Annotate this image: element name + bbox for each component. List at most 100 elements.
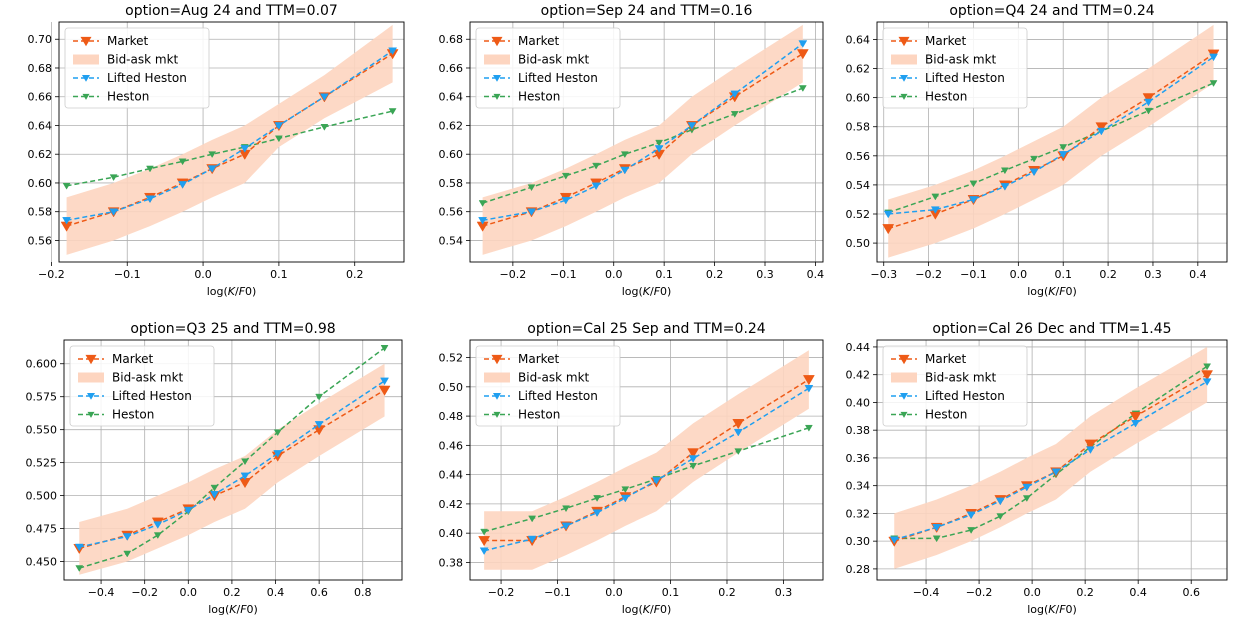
legend-label-bid-ask-mkt: Bid-ask mkt	[112, 371, 184, 385]
lifted-heston-point	[210, 491, 219, 499]
legend-box	[882, 345, 1028, 427]
x-axis-label: log(K/F0)	[1027, 603, 1077, 616]
plot-area	[478, 350, 815, 570]
market-point	[1084, 439, 1097, 450]
lifted-heston-point	[1058, 151, 1068, 159]
lifted-heston-point	[1209, 53, 1218, 62]
lifted-heston-point	[1000, 183, 1010, 191]
legend-marker-lifted-heston	[82, 75, 90, 82]
legend-label-bid-ask-mkt: Bid-ask mkt	[925, 53, 997, 67]
x-tick-label: −0.2	[38, 268, 65, 281]
market-point	[796, 49, 809, 60]
subplot-3: −0.3 −0.2 −0.1 0.0 0.1 0.2 0.3 0.4 0.50 0.52 0.54 0…	[846, 3, 1228, 298]
legend-swatch-bid-ask-mkt	[78, 372, 104, 383]
market-point	[478, 536, 491, 547]
lifted-heston-point	[995, 497, 1005, 506]
y-tick-label: 0.64	[846, 33, 871, 46]
y-tick-label: 0.68	[28, 62, 53, 75]
lifted-heston-point	[74, 543, 84, 552]
y-tick-label: 0.500	[26, 490, 58, 503]
y-tick-label: 0.56	[28, 234, 53, 247]
bid-ask-band	[484, 350, 809, 570]
x-tick-label: 0.4	[267, 586, 285, 599]
heston-point	[315, 393, 324, 401]
x-tick-label: −0.1	[544, 586, 571, 599]
x-tick-label: −0.2	[915, 268, 942, 281]
x-tick-label: 0.6	[310, 586, 328, 599]
market-point	[882, 224, 895, 235]
heston-point	[931, 193, 940, 201]
axes-frame	[469, 21, 824, 263]
legend-marker-lifted-heston	[900, 393, 908, 400]
lifted-heston-point	[109, 208, 119, 216]
y-tick-label: 0.54	[846, 179, 871, 192]
heston-point	[208, 151, 217, 159]
heston-point	[380, 345, 389, 352]
lifted-heston-point	[145, 195, 155, 204]
lifted-heston-point	[388, 47, 398, 56]
subplot-2: −0.2 −0.1 0.0 0.1 0.2 0.3 0.4 0.54 0.56 0.58 0.60 0…	[439, 3, 825, 298]
x-tick-label: −0.1	[960, 268, 987, 281]
x-tick-label: 0.2	[1099, 268, 1117, 281]
x-tick-label: 0.4	[1129, 586, 1147, 599]
legend-marker-heston	[493, 411, 501, 418]
legend-marker-heston	[900, 411, 908, 418]
lifted-heston-point	[889, 536, 899, 545]
x-tick-label: −0.4	[913, 586, 940, 599]
market-point	[687, 448, 700, 459]
plot-area	[888, 346, 1214, 569]
lifted-heston-point	[207, 165, 217, 173]
lifted-heston-point	[62, 217, 72, 225]
lifted-heston-line	[894, 380, 1208, 541]
axes-frame	[63, 339, 403, 581]
heston-point	[274, 135, 283, 143]
lifted-heston-point	[804, 385, 814, 393]
lifted-heston-point	[153, 521, 163, 529]
heston-point	[804, 424, 813, 432]
legend-label-bid-ask-mkt: Bid-ask mkt	[518, 371, 590, 385]
heston-point	[1022, 495, 1031, 502]
market-line	[887, 53, 1214, 230]
heston-point	[178, 158, 187, 166]
legend-swatch-bid-ask-mkt	[891, 372, 917, 383]
heston-point	[480, 528, 489, 536]
lifted-heston-point	[1096, 127, 1106, 136]
y-tick-label: 0.550	[26, 424, 58, 437]
legend: Market Bid-ask mkt Lifted Heston Heston	[882, 345, 1028, 427]
legend-swatch-bid-ask-mkt	[891, 54, 917, 65]
heston-point	[146, 165, 154, 173]
legend-label-heston: Heston	[518, 408, 560, 422]
subplot-title: option=Q4 24 and TTM=0.24	[949, 3, 1154, 19]
lifted-heston-point	[733, 428, 743, 437]
y-tick-label: 0.60	[28, 177, 53, 190]
y-tick-label: 0.66	[439, 62, 464, 75]
y-tick-label: 0.525	[26, 457, 58, 470]
lifted-heston-point	[932, 524, 942, 532]
legend-label-lifted-heston: Lifted Heston	[518, 389, 598, 403]
y-tick-label: 0.66	[28, 91, 53, 104]
y-tick-label: 0.40	[846, 396, 871, 409]
legend-marker-heston	[82, 93, 90, 100]
legend-swatch-bid-ask-mkt	[484, 372, 510, 383]
lifted-heston-point	[1051, 468, 1061, 477]
y-tick-label: 0.450	[26, 556, 58, 569]
x-tick-label: 0.0	[1010, 268, 1028, 281]
legend-label-bid-ask-mkt: Bid-ask mkt	[107, 53, 179, 67]
y-tick-label: 0.68	[439, 33, 464, 46]
y-tick-label: 0.600	[26, 358, 58, 371]
y-tick-label: 0.46	[439, 439, 464, 452]
heston-point	[388, 108, 397, 115]
heston-point	[621, 486, 630, 494]
legend-swatch-bid-ask-mkt	[73, 54, 99, 65]
x-tick-label: −0.2	[500, 268, 527, 281]
x-tick-label: −0.2	[966, 586, 993, 599]
plot-area	[882, 24, 1220, 258]
x-axis-label: log(K/F0)	[1027, 285, 1077, 298]
y-tick-label: 0.50	[439, 381, 464, 394]
heston-point	[1000, 167, 1009, 175]
heston-point	[593, 495, 602, 502]
y-tick-label: 0.64	[439, 91, 464, 104]
legend-label-heston: Heston	[518, 90, 560, 104]
y-tick-label: 0.30	[846, 535, 871, 548]
